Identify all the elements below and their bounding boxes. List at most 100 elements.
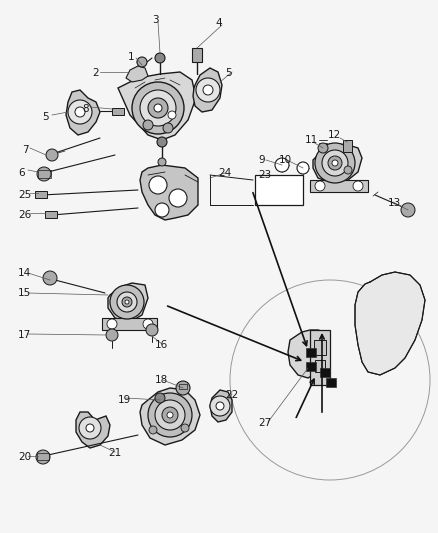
Polygon shape bbox=[126, 66, 148, 82]
Text: 23: 23 bbox=[258, 170, 271, 180]
Polygon shape bbox=[210, 390, 232, 422]
Polygon shape bbox=[140, 388, 200, 445]
Bar bbox=[310, 330, 330, 385]
Bar bbox=[306, 348, 316, 357]
Bar bbox=[37, 453, 49, 460]
Text: 5: 5 bbox=[225, 68, 232, 78]
Bar bbox=[102, 318, 157, 330]
Circle shape bbox=[75, 107, 85, 117]
Circle shape bbox=[167, 412, 173, 418]
Bar bbox=[179, 384, 187, 389]
Circle shape bbox=[137, 57, 147, 67]
Bar bbox=[320, 368, 330, 377]
Circle shape bbox=[143, 120, 153, 130]
Polygon shape bbox=[313, 144, 362, 183]
Circle shape bbox=[154, 104, 162, 112]
Circle shape bbox=[332, 160, 338, 166]
Circle shape bbox=[36, 450, 50, 464]
Text: 16: 16 bbox=[155, 340, 168, 350]
Circle shape bbox=[86, 424, 94, 432]
Text: 18: 18 bbox=[155, 375, 168, 385]
Text: 15: 15 bbox=[18, 288, 31, 298]
Text: 2: 2 bbox=[92, 68, 99, 78]
Text: 13: 13 bbox=[388, 198, 401, 208]
Circle shape bbox=[43, 271, 57, 285]
Circle shape bbox=[315, 143, 355, 183]
Circle shape bbox=[148, 393, 192, 437]
Text: 24: 24 bbox=[218, 168, 231, 178]
Circle shape bbox=[162, 407, 178, 423]
Circle shape bbox=[168, 111, 176, 119]
Text: 5: 5 bbox=[42, 112, 49, 122]
Bar bbox=[192, 48, 202, 62]
Text: 19: 19 bbox=[118, 395, 131, 405]
Text: 17: 17 bbox=[18, 330, 31, 340]
Circle shape bbox=[155, 393, 165, 403]
Polygon shape bbox=[76, 412, 110, 448]
Text: 4: 4 bbox=[215, 18, 222, 28]
Circle shape bbox=[155, 53, 165, 63]
Polygon shape bbox=[140, 165, 198, 220]
Circle shape bbox=[146, 324, 158, 336]
Bar bbox=[35, 191, 47, 198]
Bar bbox=[343, 140, 352, 152]
Circle shape bbox=[149, 176, 167, 194]
Circle shape bbox=[107, 319, 117, 329]
Circle shape bbox=[158, 158, 166, 166]
Text: 25: 25 bbox=[18, 190, 31, 200]
Circle shape bbox=[117, 292, 137, 312]
Circle shape bbox=[169, 189, 187, 207]
Bar bbox=[38, 170, 51, 178]
Circle shape bbox=[155, 203, 169, 217]
Circle shape bbox=[163, 123, 173, 133]
Text: 3: 3 bbox=[152, 15, 159, 25]
Circle shape bbox=[157, 137, 167, 147]
Polygon shape bbox=[118, 72, 196, 140]
Circle shape bbox=[148, 98, 168, 118]
Circle shape bbox=[122, 297, 132, 307]
Text: 20: 20 bbox=[18, 452, 31, 462]
Circle shape bbox=[315, 181, 325, 191]
Circle shape bbox=[318, 143, 328, 153]
Bar bbox=[255, 175, 303, 205]
Circle shape bbox=[143, 319, 153, 329]
Bar bbox=[315, 360, 325, 372]
Bar bbox=[326, 378, 336, 387]
Text: 12: 12 bbox=[328, 130, 341, 140]
Bar bbox=[306, 362, 316, 371]
Circle shape bbox=[106, 329, 118, 341]
Circle shape bbox=[196, 78, 220, 102]
Polygon shape bbox=[108, 283, 148, 322]
Polygon shape bbox=[355, 272, 425, 375]
Circle shape bbox=[203, 85, 213, 95]
Circle shape bbox=[132, 82, 184, 134]
Text: 21: 21 bbox=[108, 448, 121, 458]
Text: 26: 26 bbox=[18, 210, 31, 220]
Circle shape bbox=[79, 417, 101, 439]
Circle shape bbox=[181, 424, 189, 432]
Circle shape bbox=[125, 300, 129, 304]
Text: 7: 7 bbox=[22, 145, 28, 155]
Circle shape bbox=[297, 162, 309, 174]
Text: 8: 8 bbox=[82, 104, 88, 114]
Circle shape bbox=[401, 203, 415, 217]
Text: 10: 10 bbox=[279, 155, 292, 165]
Circle shape bbox=[353, 181, 363, 191]
Text: 1: 1 bbox=[128, 52, 134, 62]
Bar bbox=[314, 340, 326, 355]
Circle shape bbox=[322, 150, 348, 176]
Circle shape bbox=[344, 166, 352, 174]
Circle shape bbox=[46, 149, 58, 161]
Circle shape bbox=[37, 167, 51, 181]
Bar bbox=[112, 108, 124, 115]
Polygon shape bbox=[193, 68, 222, 112]
Circle shape bbox=[110, 285, 144, 319]
Circle shape bbox=[275, 158, 289, 172]
Circle shape bbox=[155, 400, 185, 430]
Text: 11: 11 bbox=[305, 135, 318, 145]
Bar bbox=[310, 180, 368, 192]
Circle shape bbox=[216, 402, 224, 410]
Polygon shape bbox=[66, 90, 100, 135]
Text: 22: 22 bbox=[225, 390, 238, 400]
Circle shape bbox=[176, 381, 190, 395]
